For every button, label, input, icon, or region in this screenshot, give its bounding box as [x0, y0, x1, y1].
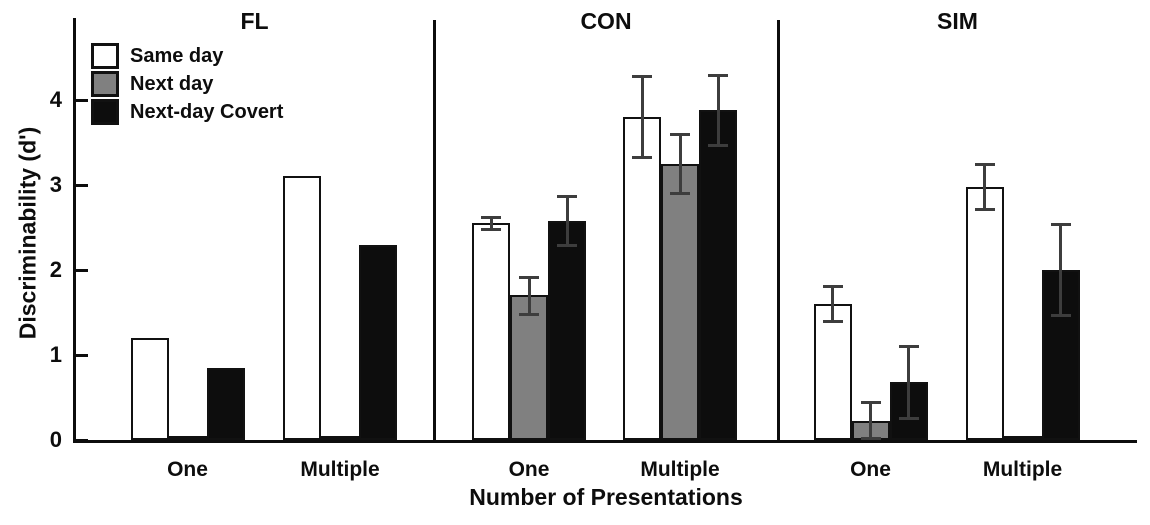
error-bar-cap-top-con-multiple-next-day-covert: [708, 74, 728, 78]
y-tick-label: 1: [49, 342, 62, 367]
legend-swatch-next-day: [91, 71, 119, 97]
x-category-label-sim-multiple: Multiple: [982, 458, 1063, 481]
x-category-label-con-multiple: Multiple: [640, 458, 720, 481]
error-bar-stem-sim-multiple-next-day-covert: [1059, 224, 1062, 316]
bar-fl-one-next-day: [168, 436, 207, 440]
error-bar-cap-top-sim-multiple-same-day: [974, 162, 995, 166]
panel-title-sim: SIM: [937, 8, 978, 34]
y-tick-label: 3: [49, 172, 62, 197]
x-axis-line: [73, 440, 1137, 443]
legend-swatch-next-day-covert: [91, 99, 119, 125]
legend-swatch-same-day: [91, 43, 119, 69]
bar-con-one-same-day: [472, 223, 510, 440]
bar-con-multiple-next-day: [661, 164, 699, 440]
y-axis-label: Discriminability (d'): [14, 126, 41, 340]
y-tick-mark: [76, 354, 88, 357]
error-bar-cap-top-sim-one-next-day: [860, 400, 881, 404]
legend: Same day Next day Next-day Covert: [91, 42, 283, 126]
y-tick-mark: [76, 439, 88, 442]
error-bar-cap-bottom-con-one-next-day-covert: [557, 243, 577, 247]
bar-fl-multiple-next-day-covert: [359, 245, 397, 440]
error-bar-cap-bottom-con-multiple-same-day: [632, 156, 652, 160]
y-tick-mark: [76, 269, 88, 272]
y-tick-mark: [76, 184, 88, 187]
legend-label-next-day: Next day: [130, 72, 214, 95]
error-bar-cap-bottom-sim-one-next-day: [860, 436, 881, 440]
error-bar-cap-bottom-con-multiple-next-day: [670, 192, 690, 195]
error-bar-cap-bottom-sim-multiple-next-day-covert: [1050, 314, 1071, 318]
bar-fl-one-next-day-covert: [206, 368, 245, 440]
y-axis-spine: [73, 18, 76, 443]
legend-row-next-day-covert: Next-day Covert: [91, 98, 283, 126]
error-bar-cap-bottom-con-one-next-day: [519, 312, 539, 316]
panel-title-fl: FL: [240, 8, 269, 34]
legend-label-same-day: Same day: [130, 44, 224, 67]
y-tick-mark: [76, 99, 88, 102]
error-bar-stem-sim-multiple-same-day: [983, 163, 986, 210]
error-bar-stem-sim-one-next-day-covert: [907, 345, 910, 419]
error-bar-cap-top-con-one-same-day: [481, 216, 501, 220]
error-bar-stem-sim-one-same-day: [831, 286, 834, 322]
y-tick-label: 4: [49, 87, 62, 112]
error-bar-stem-sim-one-next-day: [869, 401, 872, 438]
error-bar-stem-con-one-next-day-covert: [565, 196, 569, 246]
x-category-label-fl-one: One: [167, 458, 208, 481]
error-bar-cap-top-con-one-next-day-covert: [557, 195, 577, 199]
bar-fl-one-same-day: [130, 338, 169, 440]
panel-divider: [777, 20, 780, 440]
bar-con-one-next-day-covert: [548, 221, 586, 440]
bar-fl-multiple-same-day: [283, 176, 321, 440]
x-axis-label: Number of Presentations: [469, 484, 743, 510]
bar-sim-one-same-day: [813, 304, 852, 440]
x-category-label-fl-multiple: Multiple: [300, 458, 380, 481]
error-bar-cap-bottom-sim-multiple-same-day: [974, 208, 995, 212]
error-bar-cap-bottom-sim-one-same-day: [822, 320, 843, 324]
error-bar-stem-con-multiple-next-day: [678, 134, 682, 194]
bar-con-one-next-day: [510, 295, 548, 440]
y-tick-label: 2: [49, 257, 62, 282]
error-bar-cap-top-sim-multiple-next-day-covert: [1050, 223, 1071, 227]
error-bar-stem-con-multiple-next-day-covert: [716, 75, 720, 146]
legend-row-same-day: Same day: [91, 42, 283, 70]
legend-row-next-day: Next day: [91, 70, 283, 98]
error-bar-cap-bottom-con-one-same-day: [481, 227, 501, 231]
bar-con-multiple-next-day-covert: [699, 110, 737, 440]
error-bar-cap-top-sim-one-same-day: [822, 285, 843, 289]
panel-title-con: CON: [580, 8, 632, 34]
bar-sim-multiple-next-day: [1003, 436, 1042, 440]
error-bar-cap-bottom-sim-one-next-day-covert: [898, 417, 919, 421]
error-bar-cap-top-con-one-next-day: [519, 275, 539, 279]
error-bar-cap-bottom-con-multiple-next-day-covert: [708, 143, 728, 147]
legend-label-next-day-covert: Next-day Covert: [130, 100, 284, 123]
error-bar-cap-top-con-multiple-next-day: [670, 133, 690, 136]
panel-divider: [433, 20, 436, 440]
error-bar-stem-con-multiple-same-day: [640, 76, 644, 158]
bar-con-multiple-same-day: [623, 117, 661, 440]
bar-fl-multiple-next-day: [321, 436, 359, 440]
error-bar-cap-top-sim-one-next-day-covert: [898, 344, 919, 348]
y-tick-label: 0: [49, 427, 62, 452]
error-bar-stem-con-one-same-day: [489, 217, 493, 230]
x-category-label-con-one: One: [508, 458, 550, 481]
error-bar-stem-con-one-next-day: [527, 276, 531, 315]
bar-sim-multiple-same-day: [965, 187, 1004, 440]
x-category-label-sim-one: One: [850, 458, 891, 481]
error-bar-cap-top-con-multiple-same-day: [632, 75, 652, 79]
